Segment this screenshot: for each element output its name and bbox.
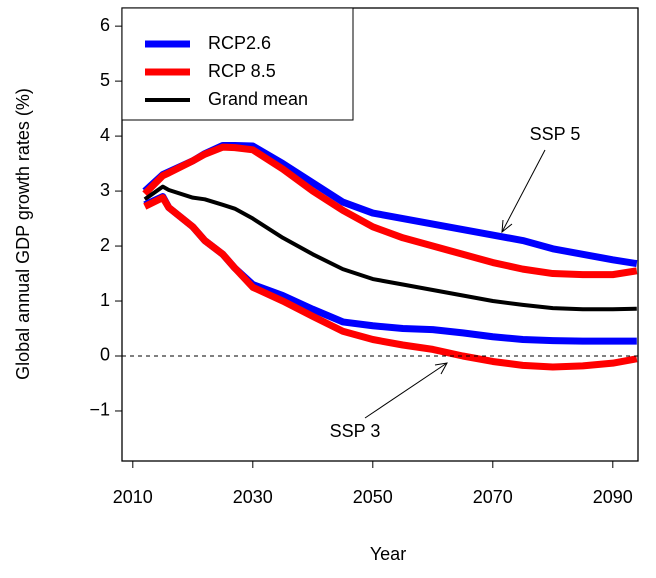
x-tick-label: 2070 [473, 487, 513, 507]
x-axis-label: Year [370, 544, 406, 564]
series-line [143, 194, 638, 371]
legend-label: RCP2.6 [208, 33, 271, 53]
x-tick-label: 2090 [593, 487, 633, 507]
lines [142, 141, 638, 371]
y-tick-label: 0 [100, 345, 110, 365]
annotation: SSP 5 [530, 124, 581, 144]
legend-label: Grand mean [208, 89, 308, 109]
x-tick-label: 2030 [233, 487, 273, 507]
series-line [143, 184, 637, 312]
legend-label: RCP 8.5 [208, 61, 276, 81]
y-axis-label: Global annual GDP growth rates (%) [13, 88, 33, 380]
y-tick-label: −1 [89, 400, 110, 420]
x-tick-label: 2010 [113, 487, 153, 507]
y-tick-label: 2 [100, 235, 110, 255]
y-tick-label: 1 [100, 290, 110, 310]
arrow [364, 362, 448, 419]
y-tick-label: 5 [100, 70, 110, 90]
arrow-head [501, 219, 513, 234]
y-tick-label: 3 [100, 180, 110, 200]
y-tick-label: 6 [100, 15, 110, 35]
arrow [501, 149, 546, 233]
plot-frame [121, 7, 639, 462]
series-line [142, 143, 638, 279]
arrow-head [434, 362, 448, 375]
y-tick-label: 4 [100, 125, 110, 145]
annotation: SSP 3 [330, 421, 381, 441]
x-tick-label: 2050 [353, 487, 393, 507]
